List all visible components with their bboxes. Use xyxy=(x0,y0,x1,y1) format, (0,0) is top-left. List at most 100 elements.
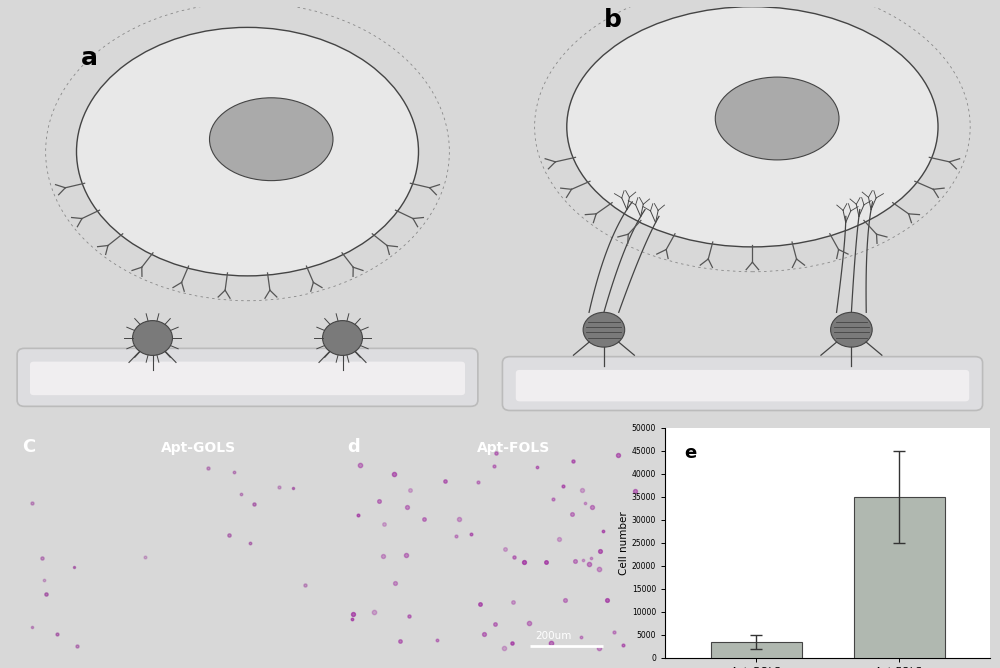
Text: b: b xyxy=(604,9,622,32)
Point xyxy=(376,518,392,529)
Point xyxy=(69,641,85,651)
Point xyxy=(375,551,391,562)
Point xyxy=(497,544,513,554)
Point xyxy=(246,499,262,510)
Y-axis label: Cell number: Cell number xyxy=(619,511,629,574)
Point xyxy=(233,489,249,500)
Point xyxy=(437,476,453,486)
Point xyxy=(345,609,361,620)
Point xyxy=(470,476,486,487)
Point xyxy=(496,643,512,653)
Text: Apt-GOLS: Apt-GOLS xyxy=(161,441,236,455)
Point xyxy=(297,580,313,591)
Point xyxy=(344,614,360,625)
Point xyxy=(577,498,593,508)
Point xyxy=(583,552,599,563)
Point xyxy=(565,456,581,466)
FancyBboxPatch shape xyxy=(516,370,969,401)
Point xyxy=(516,557,532,568)
Point xyxy=(521,618,537,629)
Point xyxy=(543,638,559,649)
Point xyxy=(610,450,626,460)
Point xyxy=(366,607,382,617)
Point xyxy=(529,462,545,473)
Text: a: a xyxy=(81,45,98,69)
Point xyxy=(581,558,597,569)
Text: Apt-FOLS: Apt-FOLS xyxy=(477,441,550,455)
Point xyxy=(49,628,65,639)
Point xyxy=(564,508,580,519)
Point xyxy=(486,460,502,471)
FancyBboxPatch shape xyxy=(30,361,465,395)
Point xyxy=(487,619,503,629)
Point xyxy=(429,635,445,646)
Point xyxy=(575,555,591,566)
Point xyxy=(591,564,607,574)
Text: C: C xyxy=(23,438,36,456)
Point xyxy=(387,577,403,588)
Point xyxy=(271,482,287,492)
FancyBboxPatch shape xyxy=(17,348,478,406)
Circle shape xyxy=(323,321,362,355)
Text: d: d xyxy=(348,438,360,456)
Circle shape xyxy=(831,313,872,347)
Point xyxy=(538,557,554,568)
Bar xyxy=(710,642,802,658)
Text: 200um: 200um xyxy=(535,631,571,641)
Point xyxy=(606,627,622,638)
Ellipse shape xyxy=(76,27,418,276)
Point xyxy=(476,629,492,639)
Point xyxy=(401,611,417,622)
Point xyxy=(371,495,387,506)
Circle shape xyxy=(133,321,172,355)
Point xyxy=(584,502,600,513)
Point xyxy=(200,462,216,473)
Point xyxy=(504,637,520,648)
Bar xyxy=(854,496,944,658)
Point xyxy=(416,514,432,524)
Point xyxy=(488,448,504,458)
Ellipse shape xyxy=(715,77,839,160)
Point xyxy=(399,502,415,512)
Point xyxy=(595,526,611,536)
Point xyxy=(463,529,479,540)
Point xyxy=(615,639,631,650)
Text: e: e xyxy=(684,444,697,462)
Point xyxy=(506,552,522,562)
Point xyxy=(34,553,50,564)
Point xyxy=(38,589,54,600)
Point xyxy=(591,643,607,654)
Point xyxy=(352,460,368,470)
Point xyxy=(24,498,40,508)
Point xyxy=(398,549,414,560)
Point xyxy=(402,484,418,495)
Point xyxy=(242,538,258,548)
Point xyxy=(557,595,573,605)
Point xyxy=(448,530,464,541)
Point xyxy=(226,467,242,478)
Point xyxy=(573,632,589,643)
Point xyxy=(350,509,366,520)
Point xyxy=(592,546,608,556)
Point xyxy=(386,469,402,480)
Point xyxy=(137,552,153,562)
FancyBboxPatch shape xyxy=(502,357,983,410)
Point xyxy=(567,556,583,566)
Circle shape xyxy=(583,313,625,347)
Point xyxy=(574,485,590,496)
Point xyxy=(505,597,521,607)
Ellipse shape xyxy=(210,98,333,180)
Point xyxy=(451,514,467,524)
Point xyxy=(66,561,82,572)
Point xyxy=(599,595,615,605)
Point xyxy=(555,481,571,492)
Point xyxy=(472,599,488,610)
Point xyxy=(221,530,237,540)
Point xyxy=(36,575,52,586)
Point xyxy=(627,485,643,496)
Point xyxy=(551,534,567,545)
Point xyxy=(24,622,40,633)
Point xyxy=(392,635,408,646)
Ellipse shape xyxy=(567,7,938,247)
Point xyxy=(285,483,301,494)
